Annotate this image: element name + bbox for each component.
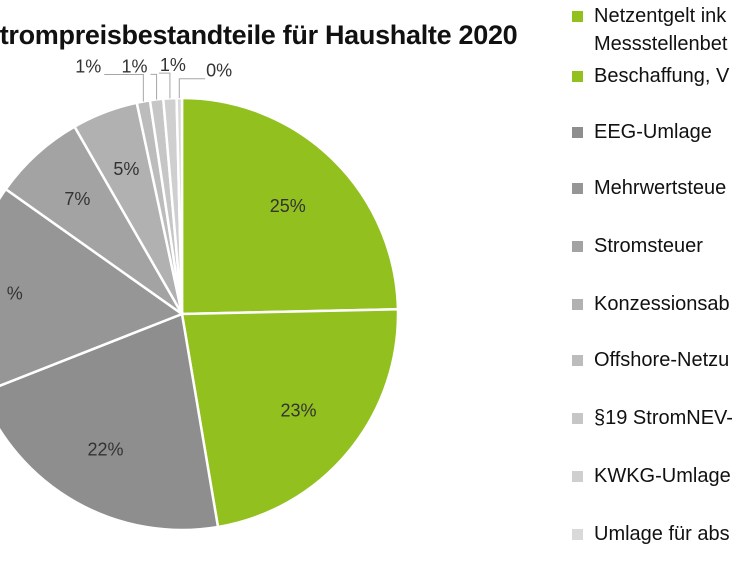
slice-label: 25%: [270, 196, 306, 216]
legend-label: Umlage für abs: [594, 523, 730, 545]
legend-label: Konzessionsab: [594, 293, 730, 315]
slice-label: 0%: [206, 61, 232, 81]
chart-title: Strompreisbestandteile für Haushalte 202…: [0, 20, 518, 50]
legend-label: §19 StromNEV-: [594, 407, 733, 429]
legend-swatch: [572, 241, 583, 252]
legend-label: Stromsteuer: [594, 235, 703, 257]
leader-line: [150, 73, 158, 100]
pie-slice: [180, 96, 400, 316]
legend-swatch: [572, 413, 583, 424]
slice-label: %: [7, 284, 23, 304]
legend-swatch: [572, 71, 583, 82]
legend-swatch: [572, 127, 583, 138]
pie-slice: [0, 187, 185, 387]
legend-swatch: [572, 529, 583, 540]
pie-slice: [180, 308, 400, 529]
legend-label: Beschaffung, V: [594, 65, 730, 87]
pie-slice: [0, 312, 220, 532]
pie-slice: [175, 96, 184, 315]
legend-label: Messstellenbet: [594, 33, 728, 55]
legend-label: Mehrwertsteue: [594, 177, 727, 199]
legend-swatch: [572, 355, 583, 366]
leader-line: [104, 73, 144, 102]
slice-label: 7%: [64, 189, 90, 209]
slice-label: 23%: [281, 400, 317, 420]
legend-label: Offshore-Netzu: [594, 349, 730, 371]
legend-label: KWKG-Umlage: [594, 465, 731, 487]
legend-swatch: [572, 183, 583, 194]
leader-line: [158, 72, 171, 99]
slice-label: 1%: [160, 55, 186, 75]
legend-swatch: [572, 471, 583, 482]
slice-label: 5%: [113, 159, 139, 179]
legend-label: Netzentgelt ink: [594, 5, 727, 27]
legend-swatch: [572, 299, 583, 310]
slice-label: 1%: [122, 56, 148, 76]
leader-line: [178, 78, 206, 99]
legend-label: EEG-Umlage: [594, 121, 712, 143]
slice-label: 1%: [75, 56, 101, 76]
slice-label: 22%: [87, 439, 123, 459]
legend-swatch: [572, 11, 583, 22]
